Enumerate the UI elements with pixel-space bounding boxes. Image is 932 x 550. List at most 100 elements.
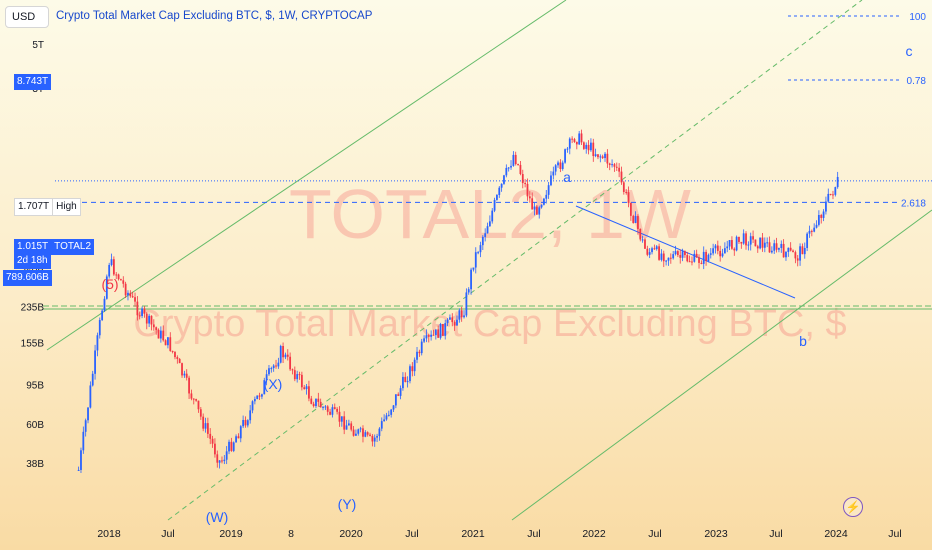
- candle-body: [606, 153, 609, 164]
- candle-body: [425, 335, 428, 339]
- candle-body: [801, 246, 804, 255]
- candle-body: [716, 245, 719, 251]
- candle-body: [510, 165, 512, 168]
- candle-body: [159, 330, 162, 339]
- candle-body: [103, 298, 106, 311]
- candle-body: [481, 236, 484, 246]
- y-tick-label: 60B: [26, 420, 44, 431]
- candle-body: [611, 164, 613, 166]
- candle-body: [319, 401, 322, 408]
- candle-body: [709, 253, 712, 255]
- candle-body: [679, 255, 682, 258]
- candle-body: [641, 239, 644, 241]
- candle-body: [265, 374, 268, 381]
- candle-body: [221, 460, 223, 462]
- candle-body: [747, 244, 750, 246]
- candle-body: [740, 241, 743, 244]
- candle-body: [658, 246, 660, 260]
- candle-body: [702, 251, 705, 264]
- wave-label: a: [563, 169, 571, 185]
- candle-body: [291, 369, 294, 371]
- candle-body: [653, 248, 656, 250]
- candle-body: [488, 221, 491, 227]
- candle-body: [167, 337, 169, 346]
- candle-body: [646, 248, 649, 255]
- candle-body: [355, 433, 357, 436]
- candle-body: [557, 162, 559, 166]
- candle-body: [350, 423, 353, 430]
- candle-body: [735, 236, 738, 251]
- candle-body: [519, 164, 522, 175]
- candle-body: [157, 329, 160, 339]
- candle-body: [796, 258, 799, 261]
- candle-body: [667, 257, 670, 261]
- channel-lower: [511, 209, 932, 521]
- candle-body: [239, 426, 242, 439]
- wave-label: c: [906, 43, 913, 59]
- lightning-icon[interactable]: ⚡: [843, 497, 863, 517]
- candle-body: [317, 398, 320, 402]
- candle-body: [799, 246, 801, 261]
- current-value-badge: 1.015T: [14, 239, 52, 255]
- candle-body: [601, 156, 604, 159]
- candle-body: [742, 233, 745, 244]
- candle-body: [77, 469, 80, 471]
- candle-body: [120, 279, 122, 281]
- candle-body: [775, 243, 778, 250]
- candle-body: [122, 280, 125, 284]
- candle-body: [698, 257, 700, 263]
- candle-body: [665, 260, 668, 262]
- candle-body: [540, 204, 543, 208]
- candle-body: [251, 401, 254, 411]
- wave-label: b: [799, 333, 807, 349]
- candle-body: [465, 292, 468, 316]
- x-tick-label: Jul: [405, 528, 418, 540]
- candle-body: [192, 398, 195, 400]
- candle-body: [437, 329, 440, 338]
- candle-body: [232, 442, 235, 451]
- candle-body: [312, 403, 315, 407]
- candle-body: [566, 148, 569, 150]
- candle-body: [336, 408, 339, 412]
- candle-body: [413, 359, 416, 372]
- candle-body: [460, 310, 463, 318]
- candle-body: [712, 248, 715, 254]
- candle-body: [733, 248, 736, 251]
- candle-body: [185, 373, 188, 378]
- candle-body: [719, 250, 722, 257]
- candle-body: [411, 366, 414, 372]
- candle-body: [87, 407, 89, 421]
- candle-body: [115, 274, 118, 276]
- candle-body: [275, 365, 277, 367]
- candle-body: [491, 210, 494, 222]
- candle-body: [124, 283, 127, 296]
- candle-body: [298, 374, 301, 376]
- x-tick-label: 2021: [461, 528, 485, 540]
- candle-body: [707, 254, 710, 261]
- candle-body: [559, 162, 562, 169]
- candle-body: [380, 421, 383, 429]
- candle-body: [763, 242, 766, 248]
- candle-body: [256, 395, 259, 399]
- candle-body: [390, 409, 393, 415]
- candle-body: [399, 388, 402, 396]
- candle-body: [94, 350, 96, 374]
- candle-body: [768, 242, 771, 253]
- candle-body: [300, 374, 303, 388]
- candle-body: [430, 334, 433, 337]
- candle-body: [759, 237, 762, 249]
- candle-body: [456, 319, 458, 326]
- candle-body: [629, 202, 632, 216]
- candle-body: [648, 252, 651, 255]
- candle-body: [547, 185, 550, 195]
- candle-body: [806, 233, 809, 248]
- candle-body: [376, 436, 378, 438]
- candle-body: [371, 435, 374, 442]
- candle-body: [808, 230, 811, 234]
- candle-body: [197, 400, 200, 410]
- currency-button[interactable]: USD: [5, 6, 49, 28]
- candle-body: [691, 261, 693, 263]
- candle-body: [183, 373, 186, 376]
